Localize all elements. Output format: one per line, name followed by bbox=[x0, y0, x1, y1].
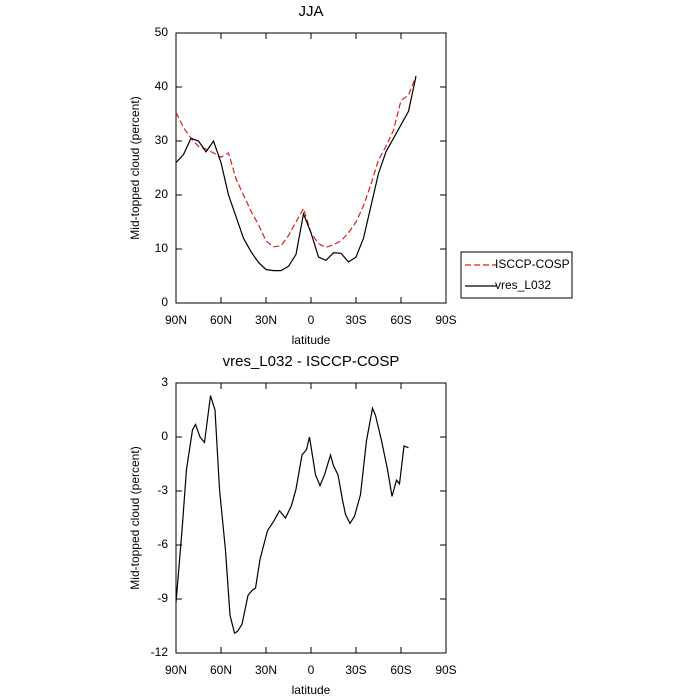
x-tick-label: 60S bbox=[390, 313, 411, 327]
y-tick-label: 0 bbox=[161, 295, 168, 309]
y-tick-label: 20 bbox=[155, 187, 169, 201]
legend-box bbox=[460, 251, 573, 299]
x-tick-label: 30S bbox=[345, 313, 366, 327]
x-tick-label: 0 bbox=[308, 313, 315, 327]
x-axis-label: latitude bbox=[292, 333, 331, 347]
series-line bbox=[175, 76, 417, 272]
x-tick-label: 60N bbox=[210, 313, 232, 327]
y-tick-label: 40 bbox=[155, 79, 169, 93]
y-tick-label: -6 bbox=[157, 537, 168, 551]
y-tick-label: -3 bbox=[157, 483, 168, 497]
y-tick-label: 10 bbox=[155, 241, 169, 255]
x-tick-label: 90N bbox=[165, 313, 187, 327]
y-axis-label: Mid-topped cloud (percent) bbox=[128, 96, 142, 239]
legend-label: vres_L032 bbox=[495, 278, 551, 292]
y-tick-label: 0 bbox=[161, 429, 168, 443]
x-axis-label: latitude bbox=[292, 683, 331, 697]
y-axis-label: Mid-topped cloud (percent) bbox=[128, 446, 142, 589]
series-line bbox=[175, 75, 417, 249]
x-tick-label: 90S bbox=[435, 663, 456, 677]
x-tick-label: 90N bbox=[165, 663, 187, 677]
x-tick-label: 30N bbox=[255, 313, 277, 327]
x-tick-label: 60S bbox=[390, 663, 411, 677]
legend-label: ISCCP-COSP bbox=[495, 257, 570, 271]
x-tick-label: 90S bbox=[435, 313, 456, 327]
x-tick-label: 30N bbox=[255, 663, 277, 677]
x-tick-label: 60N bbox=[210, 663, 232, 677]
y-tick-label: 3 bbox=[161, 375, 168, 389]
plot-frame bbox=[175, 382, 447, 654]
plot-frame bbox=[175, 32, 447, 304]
chart-title: vres_L032 - ISCCP-COSP bbox=[223, 353, 400, 370]
chart-title: JJA bbox=[298, 3, 323, 20]
x-tick-label: 30S bbox=[345, 663, 366, 677]
x-tick-label: 0 bbox=[308, 663, 315, 677]
y-tick-label: 50 bbox=[155, 25, 169, 39]
y-tick-label: 30 bbox=[155, 133, 169, 147]
y-tick-label: -12 bbox=[151, 645, 169, 659]
y-tick-label: -9 bbox=[157, 591, 168, 605]
data-line bbox=[175, 395, 409, 635]
